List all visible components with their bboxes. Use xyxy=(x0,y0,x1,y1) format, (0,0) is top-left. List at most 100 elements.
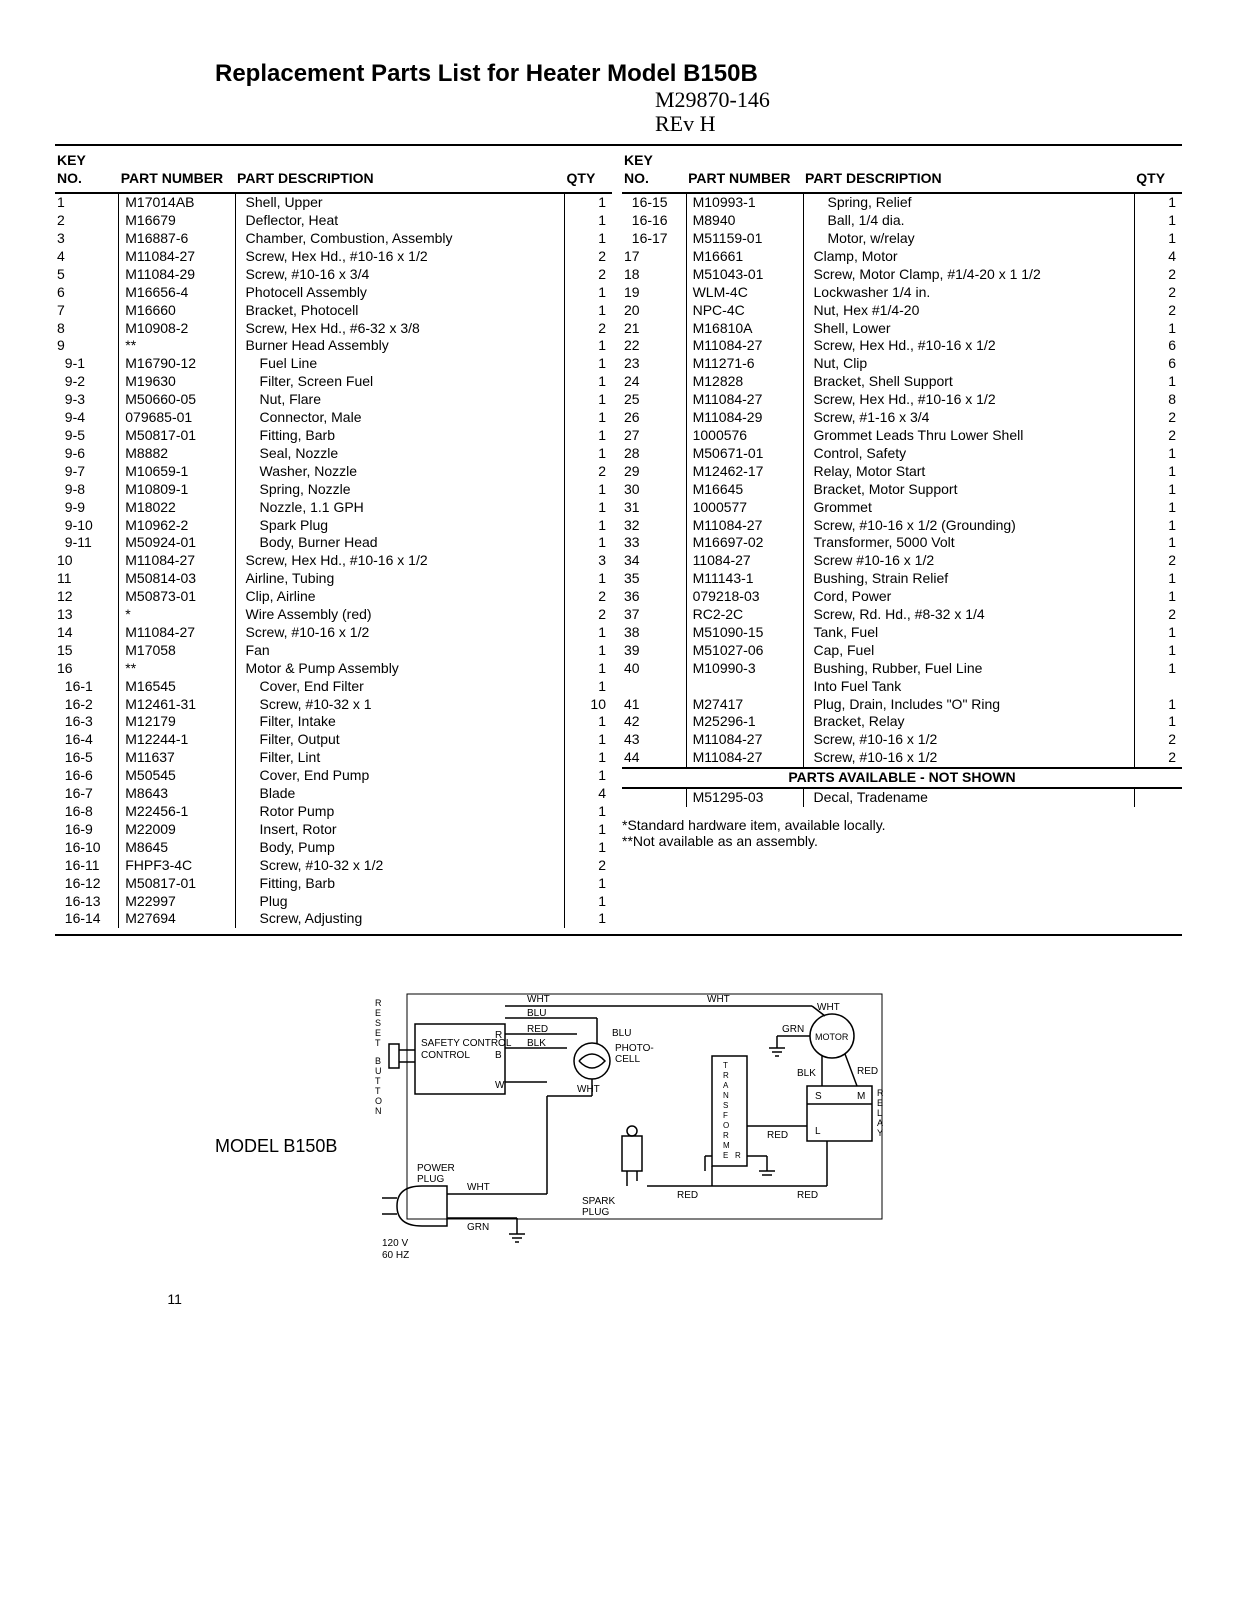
cell-partnumber: WLM-4C xyxy=(686,284,803,302)
cell-key: 16-15 xyxy=(622,193,686,212)
cell-partnumber: 079218-03 xyxy=(686,588,803,606)
cell-description: Spring, Relief xyxy=(803,193,1134,212)
table-row: 11M50814-03Airline, Tubing1 xyxy=(55,570,612,588)
svg-text:M: M xyxy=(857,1091,865,1102)
svg-text:RED: RED xyxy=(797,1190,818,1201)
cell-partnumber: M51090-15 xyxy=(686,624,803,642)
cell-partnumber: M50924-01 xyxy=(119,534,235,552)
cell-key: 31 xyxy=(622,499,686,517)
cell-key: 9-6 xyxy=(55,445,119,463)
table-row: 37RC2-2CScrew, Rd. Hd., #8-32 x 1/42 xyxy=(622,606,1182,624)
cell-qty: 1 xyxy=(565,624,612,642)
cell-qty: 1 xyxy=(1134,320,1182,338)
cell-description: Screw, Rd. Hd., #8-32 x 1/4 xyxy=(803,606,1134,624)
cell-key: 4 xyxy=(55,248,119,266)
cell-key: 16-16 xyxy=(622,212,686,230)
table-row: 16-12M50817-01Fitting, Barb1 xyxy=(55,875,612,893)
cell-key: 22 xyxy=(622,337,686,355)
cell-description: Screw, #10-16 x 1/2 xyxy=(803,749,1134,768)
cell-qty: 1 xyxy=(565,570,612,588)
cell-key: 29 xyxy=(622,463,686,481)
cell-description: Lockwasher 1/4 in. xyxy=(803,284,1134,302)
table-row: 16**Motor & Pump Assembly1 xyxy=(55,660,612,678)
not-shown-header: PARTS AVAILABLE - NOT SHOWN xyxy=(622,768,1182,788)
cell-description: Body, Burner Head xyxy=(235,534,565,552)
cell-description: Screw, #10-16 x 1/2 xyxy=(803,731,1134,749)
cell-key: 40 xyxy=(622,660,686,678)
table-row: 16-5M11637Filter, Lint1 xyxy=(55,749,612,767)
table-row: 16-9M22009Insert, Rotor1 xyxy=(55,821,612,839)
svg-text:CONTROL: CONTROL xyxy=(421,1050,470,1061)
cell-description: Bushing, Rubber, Fuel Line xyxy=(803,660,1134,678)
cell-qty: 2 xyxy=(1134,552,1182,570)
table-row: 9-2M19630Filter, Screen Fuel1 xyxy=(55,373,612,391)
cell-qty: 2 xyxy=(565,857,612,875)
table-row: 28M50671-01Control, Safety1 xyxy=(622,445,1182,463)
cell-description: Filter, Intake xyxy=(235,713,565,731)
svg-text:E: E xyxy=(375,1028,381,1038)
cell-partnumber: M50873-01 xyxy=(119,588,235,606)
cell-partnumber: M19630 xyxy=(119,373,235,391)
cell-partnumber: M11084-27 xyxy=(686,517,803,535)
cell-description: Grommet xyxy=(803,499,1134,517)
table-row: 41M27417Plug, Drain, Includes "O" Ring1 xyxy=(622,696,1182,714)
document-page: Replacement Parts List for Heater Model … xyxy=(0,0,1237,1347)
svg-text:WHT: WHT xyxy=(527,994,550,1005)
col-pn: PART NUMBER xyxy=(119,150,235,193)
svg-text:120 V: 120 V xyxy=(382,1238,408,1249)
cell-key: 16-11 xyxy=(55,857,119,875)
cell-key: 9-7 xyxy=(55,463,119,481)
cell-partnumber: M10908-2 xyxy=(119,320,235,338)
table-row: 25M11084-27Screw, Hex Hd., #10-16 x 1/28 xyxy=(622,391,1182,409)
cell-key: 11 xyxy=(55,570,119,588)
table-row: 311000577Grommet1 xyxy=(622,499,1182,517)
cell-qty: 1 xyxy=(1134,642,1182,660)
svg-text:R: R xyxy=(735,1151,741,1160)
cell-key xyxy=(622,788,686,807)
cell-qty: 1 xyxy=(1134,373,1182,391)
cell-description: Motor, w/relay xyxy=(803,230,1134,248)
svg-text:GRN: GRN xyxy=(782,1024,804,1035)
cell-partnumber: M10962-2 xyxy=(119,517,235,535)
cell-partnumber: 11084-27 xyxy=(686,552,803,570)
cell-qty: 2 xyxy=(1134,284,1182,302)
table-row: 16-11FHPF3-4CScrew, #10-32 x 1/22 xyxy=(55,857,612,875)
cell-qty: 1 xyxy=(565,499,612,517)
parts-table-left: KEYNO. PART NUMBER PART DESCRIPTION QTY … xyxy=(55,150,612,928)
cell-partnumber: RC2-2C xyxy=(686,606,803,624)
cell-qty: 1 xyxy=(565,731,612,749)
cell-partnumber: M16697-02 xyxy=(686,534,803,552)
table-row: 16-7M8643Blade4 xyxy=(55,785,612,803)
svg-text:W: W xyxy=(495,1080,505,1091)
table-row: 6M16656-4Photocell Assembly1 xyxy=(55,284,612,302)
table-row: 39M51027-06Cap, Fuel1 xyxy=(622,642,1182,660)
cell-description: Bracket, Motor Support xyxy=(803,481,1134,499)
cell-qty: 1 xyxy=(1134,230,1182,248)
cell-key: 23 xyxy=(622,355,686,373)
cell-key: 16-7 xyxy=(55,785,119,803)
cell-qty: 6 xyxy=(1134,337,1182,355)
svg-text:RED: RED xyxy=(767,1130,788,1141)
cell-key: 16-17 xyxy=(622,230,686,248)
cell-description: Cord, Power xyxy=(803,588,1134,606)
cell-key: 10 xyxy=(55,552,119,570)
cell-description: Airline, Tubing xyxy=(235,570,565,588)
table-row: 14M11084-27Screw, #10-16 x 1/21 xyxy=(55,624,612,642)
table-row: 13*Wire Assembly (red)2 xyxy=(55,606,612,624)
svg-text:S: S xyxy=(815,1091,822,1102)
cell-partnumber: M12828 xyxy=(686,373,803,391)
cell-partnumber: M11084-27 xyxy=(119,248,235,266)
cell-qty: 1 xyxy=(565,534,612,552)
cell-qty: 1 xyxy=(565,660,612,678)
cell-description: Shell, Upper xyxy=(235,193,565,212)
cell-partnumber: M16810A xyxy=(686,320,803,338)
svg-text:RED: RED xyxy=(677,1190,698,1201)
parts-table-right: KEYNO. PART NUMBER PART DESCRIPTION QTY … xyxy=(622,150,1182,807)
table-row: 21M16810AShell, Lower1 xyxy=(622,320,1182,338)
cell-partnumber: M50671-01 xyxy=(686,445,803,463)
cell-qty: 1 xyxy=(565,875,612,893)
table-row: 12M50873-01Clip, Airline2 xyxy=(55,588,612,606)
cell-description: Filter, Output xyxy=(235,731,565,749)
cell-key: 9-10 xyxy=(55,517,119,535)
col-desc: PART DESCRIPTION xyxy=(803,150,1134,193)
